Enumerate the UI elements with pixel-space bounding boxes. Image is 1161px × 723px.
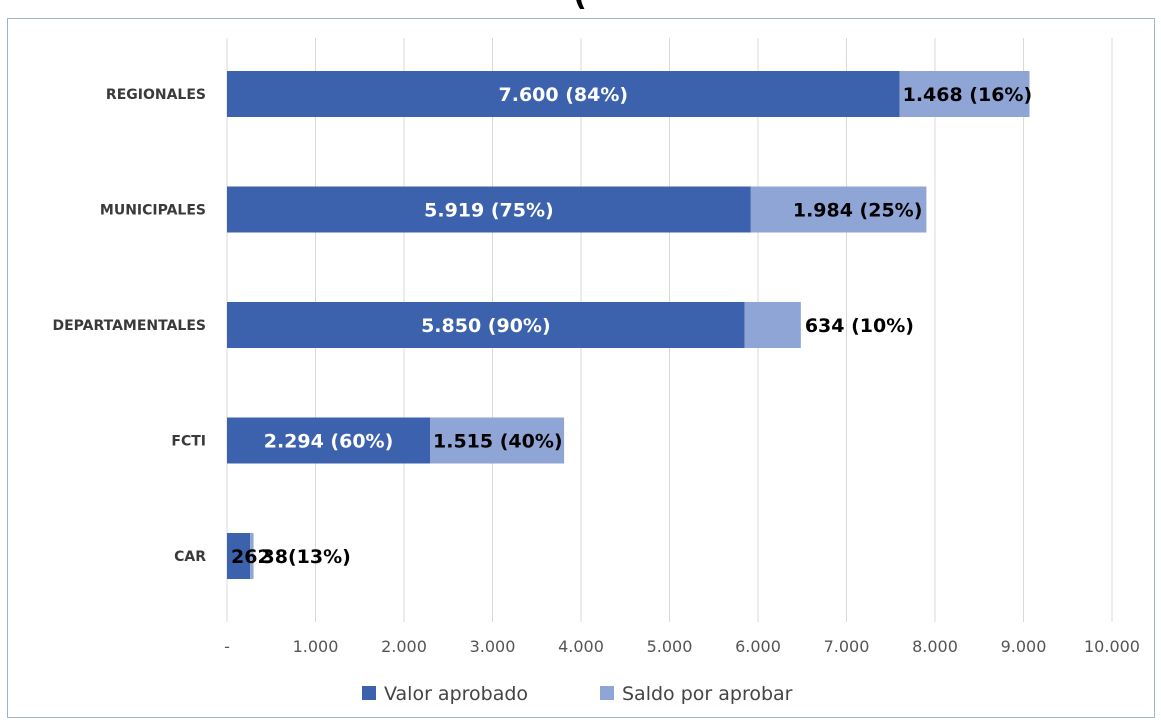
data-label-saldo-por-aprobar: 38(13%) [262, 546, 351, 568]
x-tick-label: 7.000 [824, 637, 870, 656]
bar-valor-aprobado [227, 302, 745, 348]
x-tick-label: 6.000 [735, 637, 781, 656]
x-tick-label: 1.000 [293, 637, 339, 656]
data-label-saldo-por-aprobar: 1.984 (25%) [793, 200, 923, 222]
data-label-saldo-por-aprobar: 1.468 (16%) [903, 84, 1033, 106]
x-tick-label: 5.000 [647, 637, 693, 656]
data-label-saldo-por-aprobar: 1.515 (40%) [433, 431, 563, 453]
data-label-valor-aprobado: 5.850 (90%) [421, 315, 551, 337]
data-label-valor-aprobado: 2.294 (60%) [264, 431, 394, 453]
x-tick-label: - [224, 637, 230, 656]
bar-saldo-por-aprobar [899, 71, 1030, 117]
bar-valor-aprobado [227, 71, 900, 117]
x-tick-label: 4.000 [558, 637, 604, 656]
legend-entry: Saldo por aprobar [622, 683, 793, 705]
x-tick-label: 2.000 [381, 637, 427, 656]
bar-valor-aprobado [227, 533, 251, 579]
legend-entry: Valor aprobado [384, 683, 528, 705]
bar-valor-aprobado [227, 417, 431, 464]
data-label-valor-aprobado: 262 [231, 546, 271, 568]
data-label-valor-aprobado: 7.600 (84%) [499, 84, 629, 106]
chart-title: ( [0, 0, 1161, 18]
bar-saldo-por-aprobar [750, 186, 927, 233]
category-label: DEPARTAMENTALES [52, 318, 206, 334]
bar-saldo-por-aprobar [744, 302, 801, 348]
data-label-saldo-por-aprobar: 634 (10%) [805, 315, 914, 337]
x-tick-label: 3.000 [470, 637, 516, 656]
bar-valor-aprobado [227, 186, 751, 233]
x-tick-label: 8.000 [912, 637, 958, 656]
category-label: FCTI [171, 434, 206, 450]
bar-saldo-por-aprobar [430, 417, 565, 464]
bar-saldo-por-aprobar [250, 533, 254, 579]
category-label: REGIONALES [106, 87, 206, 103]
data-label-valor-aprobado: 5.919 (75%) [424, 200, 554, 222]
legend-swatch [600, 686, 614, 700]
chart-frame [7, 18, 1155, 718]
category-label: MUNICIPALES [100, 203, 206, 219]
x-tick-label: 9.000 [1001, 637, 1047, 656]
legend-swatch [362, 686, 376, 700]
x-tick-label: 10.000 [1084, 637, 1140, 656]
category-label: CAR [174, 549, 206, 565]
